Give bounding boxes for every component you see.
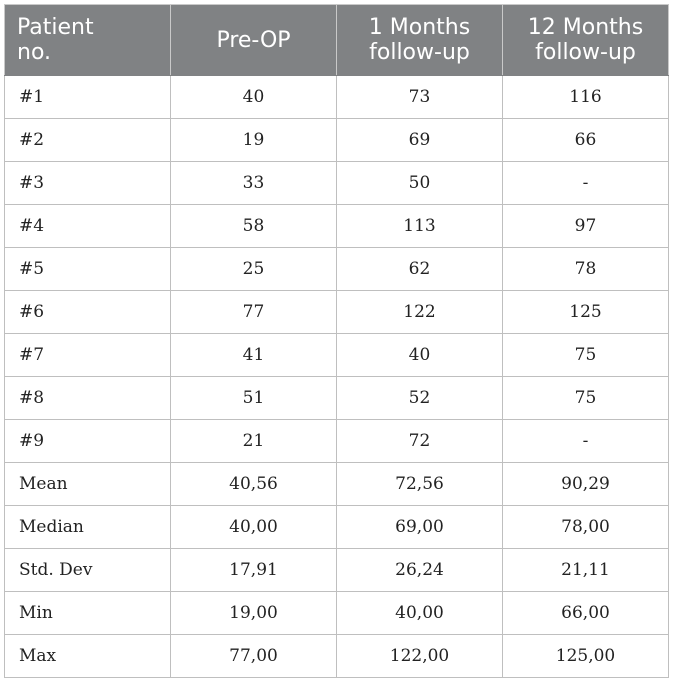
header-pre-op: Pre-OP xyxy=(170,4,337,76)
value-cell: 21,11 xyxy=(502,548,669,592)
value-cell: 62 xyxy=(336,247,503,291)
value-cell: 78,00 xyxy=(502,505,669,549)
value-cell: 72,56 xyxy=(336,462,503,506)
value-cell: 75 xyxy=(502,376,669,420)
value-cell: 77,00 xyxy=(170,634,337,678)
row-label-cell: Min xyxy=(4,591,171,635)
table-row: #7 41 40 75 xyxy=(4,333,669,377)
value-cell: - xyxy=(502,419,669,463)
value-cell: 122,00 xyxy=(336,634,503,678)
row-label-cell: #6 xyxy=(4,290,171,334)
value-cell: 19 xyxy=(170,118,337,162)
row-label-cell: Std. Dev xyxy=(4,548,171,592)
value-cell: 41 xyxy=(170,333,337,377)
value-cell: 19,00 xyxy=(170,591,337,635)
value-cell: 40,56 xyxy=(170,462,337,506)
value-cell: 40 xyxy=(336,333,503,377)
table-row: #2 19 69 66 xyxy=(4,118,669,162)
header-line: Patient xyxy=(17,15,94,40)
value-cell: 72 xyxy=(336,419,503,463)
value-cell: 122 xyxy=(336,290,503,334)
value-cell: 50 xyxy=(336,161,503,205)
table-row: Std. Dev 17,91 26,24 21,11 xyxy=(4,548,669,592)
table-row: Min 19,00 40,00 66,00 xyxy=(4,591,669,635)
table-row: #4 58 113 97 xyxy=(4,204,669,248)
table-row: #1 40 73 116 xyxy=(4,75,669,119)
value-cell: 52 xyxy=(336,376,503,420)
table-row: Median 40,00 69,00 78,00 xyxy=(4,505,669,549)
value-cell: 51 xyxy=(170,376,337,420)
value-cell: 33 xyxy=(170,161,337,205)
value-cell: 69,00 xyxy=(336,505,503,549)
value-cell: 40,00 xyxy=(170,505,337,549)
header-line: 12 Months xyxy=(527,15,644,40)
table-row: #3 33 50- xyxy=(4,161,669,205)
value-cell: 78 xyxy=(502,247,669,291)
table-row: Max 77,00 122,00 125,00 xyxy=(4,634,669,678)
value-cell: 90,29 xyxy=(502,462,669,506)
table-row: #5 25 62 78 xyxy=(4,247,669,291)
row-label-cell: #3 xyxy=(4,161,171,205)
header-line: follow-up xyxy=(369,40,470,65)
value-cell: 77 xyxy=(170,290,337,334)
row-label-cell: #1 xyxy=(4,75,171,119)
table-row: #9 21 72- xyxy=(4,419,669,463)
data-table: Patient no. Pre-OP 1 Months follow-up 12 M… xyxy=(4,4,669,678)
table-row: Mean 40,56 72,56 90,29 xyxy=(4,462,669,506)
table-header: Patient no. Pre-OP 1 Months follow-up 12 M… xyxy=(4,4,669,76)
header-patient-no: Patient no. xyxy=(4,4,171,76)
value-cell: 21 xyxy=(170,419,337,463)
row-label-cell: Mean xyxy=(4,462,171,506)
value-cell: 58 xyxy=(170,204,337,248)
value-cell: 125,00 xyxy=(502,634,669,678)
row-label-cell: #2 xyxy=(4,118,171,162)
value-cell: 116 xyxy=(502,75,669,119)
header-line: follow-up xyxy=(535,40,636,65)
row-label-cell: #9 xyxy=(4,419,171,463)
value-cell: - xyxy=(502,161,669,205)
table-row: #6 77 122 125 xyxy=(4,290,669,334)
value-cell: 125 xyxy=(502,290,669,334)
row-label-cell: #5 xyxy=(4,247,171,291)
row-label-cell: #8 xyxy=(4,376,171,420)
table-row: #8 51 52 75 xyxy=(4,376,669,420)
value-cell: 40 xyxy=(170,75,337,119)
row-label-cell: #7 xyxy=(4,333,171,377)
value-cell: 66 xyxy=(502,118,669,162)
value-cell: 113 xyxy=(336,204,503,248)
header-row: Patient no. Pre-OP 1 Months follow-up 12 M… xyxy=(4,4,669,76)
row-label-cell: Max xyxy=(4,634,171,678)
row-label-cell: #4 xyxy=(4,204,171,248)
value-cell: 26,24 xyxy=(336,548,503,592)
value-cell: 73 xyxy=(336,75,503,119)
value-cell: 40,00 xyxy=(336,591,503,635)
header-line: no. xyxy=(17,40,52,65)
header-1-month: 1 Months follow-up xyxy=(336,4,503,76)
header-line: Pre-OP xyxy=(216,27,291,53)
value-cell: 66,00 xyxy=(502,591,669,635)
header-12-months: 12 Months follow-up xyxy=(502,4,669,76)
table-body: #1 40 73 116 #2 19 69 66 #3 33 50- #4 58 113 97 #5 25 62 7… xyxy=(4,75,669,678)
value-cell: 69 xyxy=(336,118,503,162)
value-cell: 97 xyxy=(502,204,669,248)
row-label-cell: Median xyxy=(4,505,171,549)
header-line: 1 Months xyxy=(368,15,471,40)
value-cell: 17,91 xyxy=(170,548,337,592)
value-cell: 75 xyxy=(502,333,669,377)
value-cell: 25 xyxy=(170,247,337,291)
